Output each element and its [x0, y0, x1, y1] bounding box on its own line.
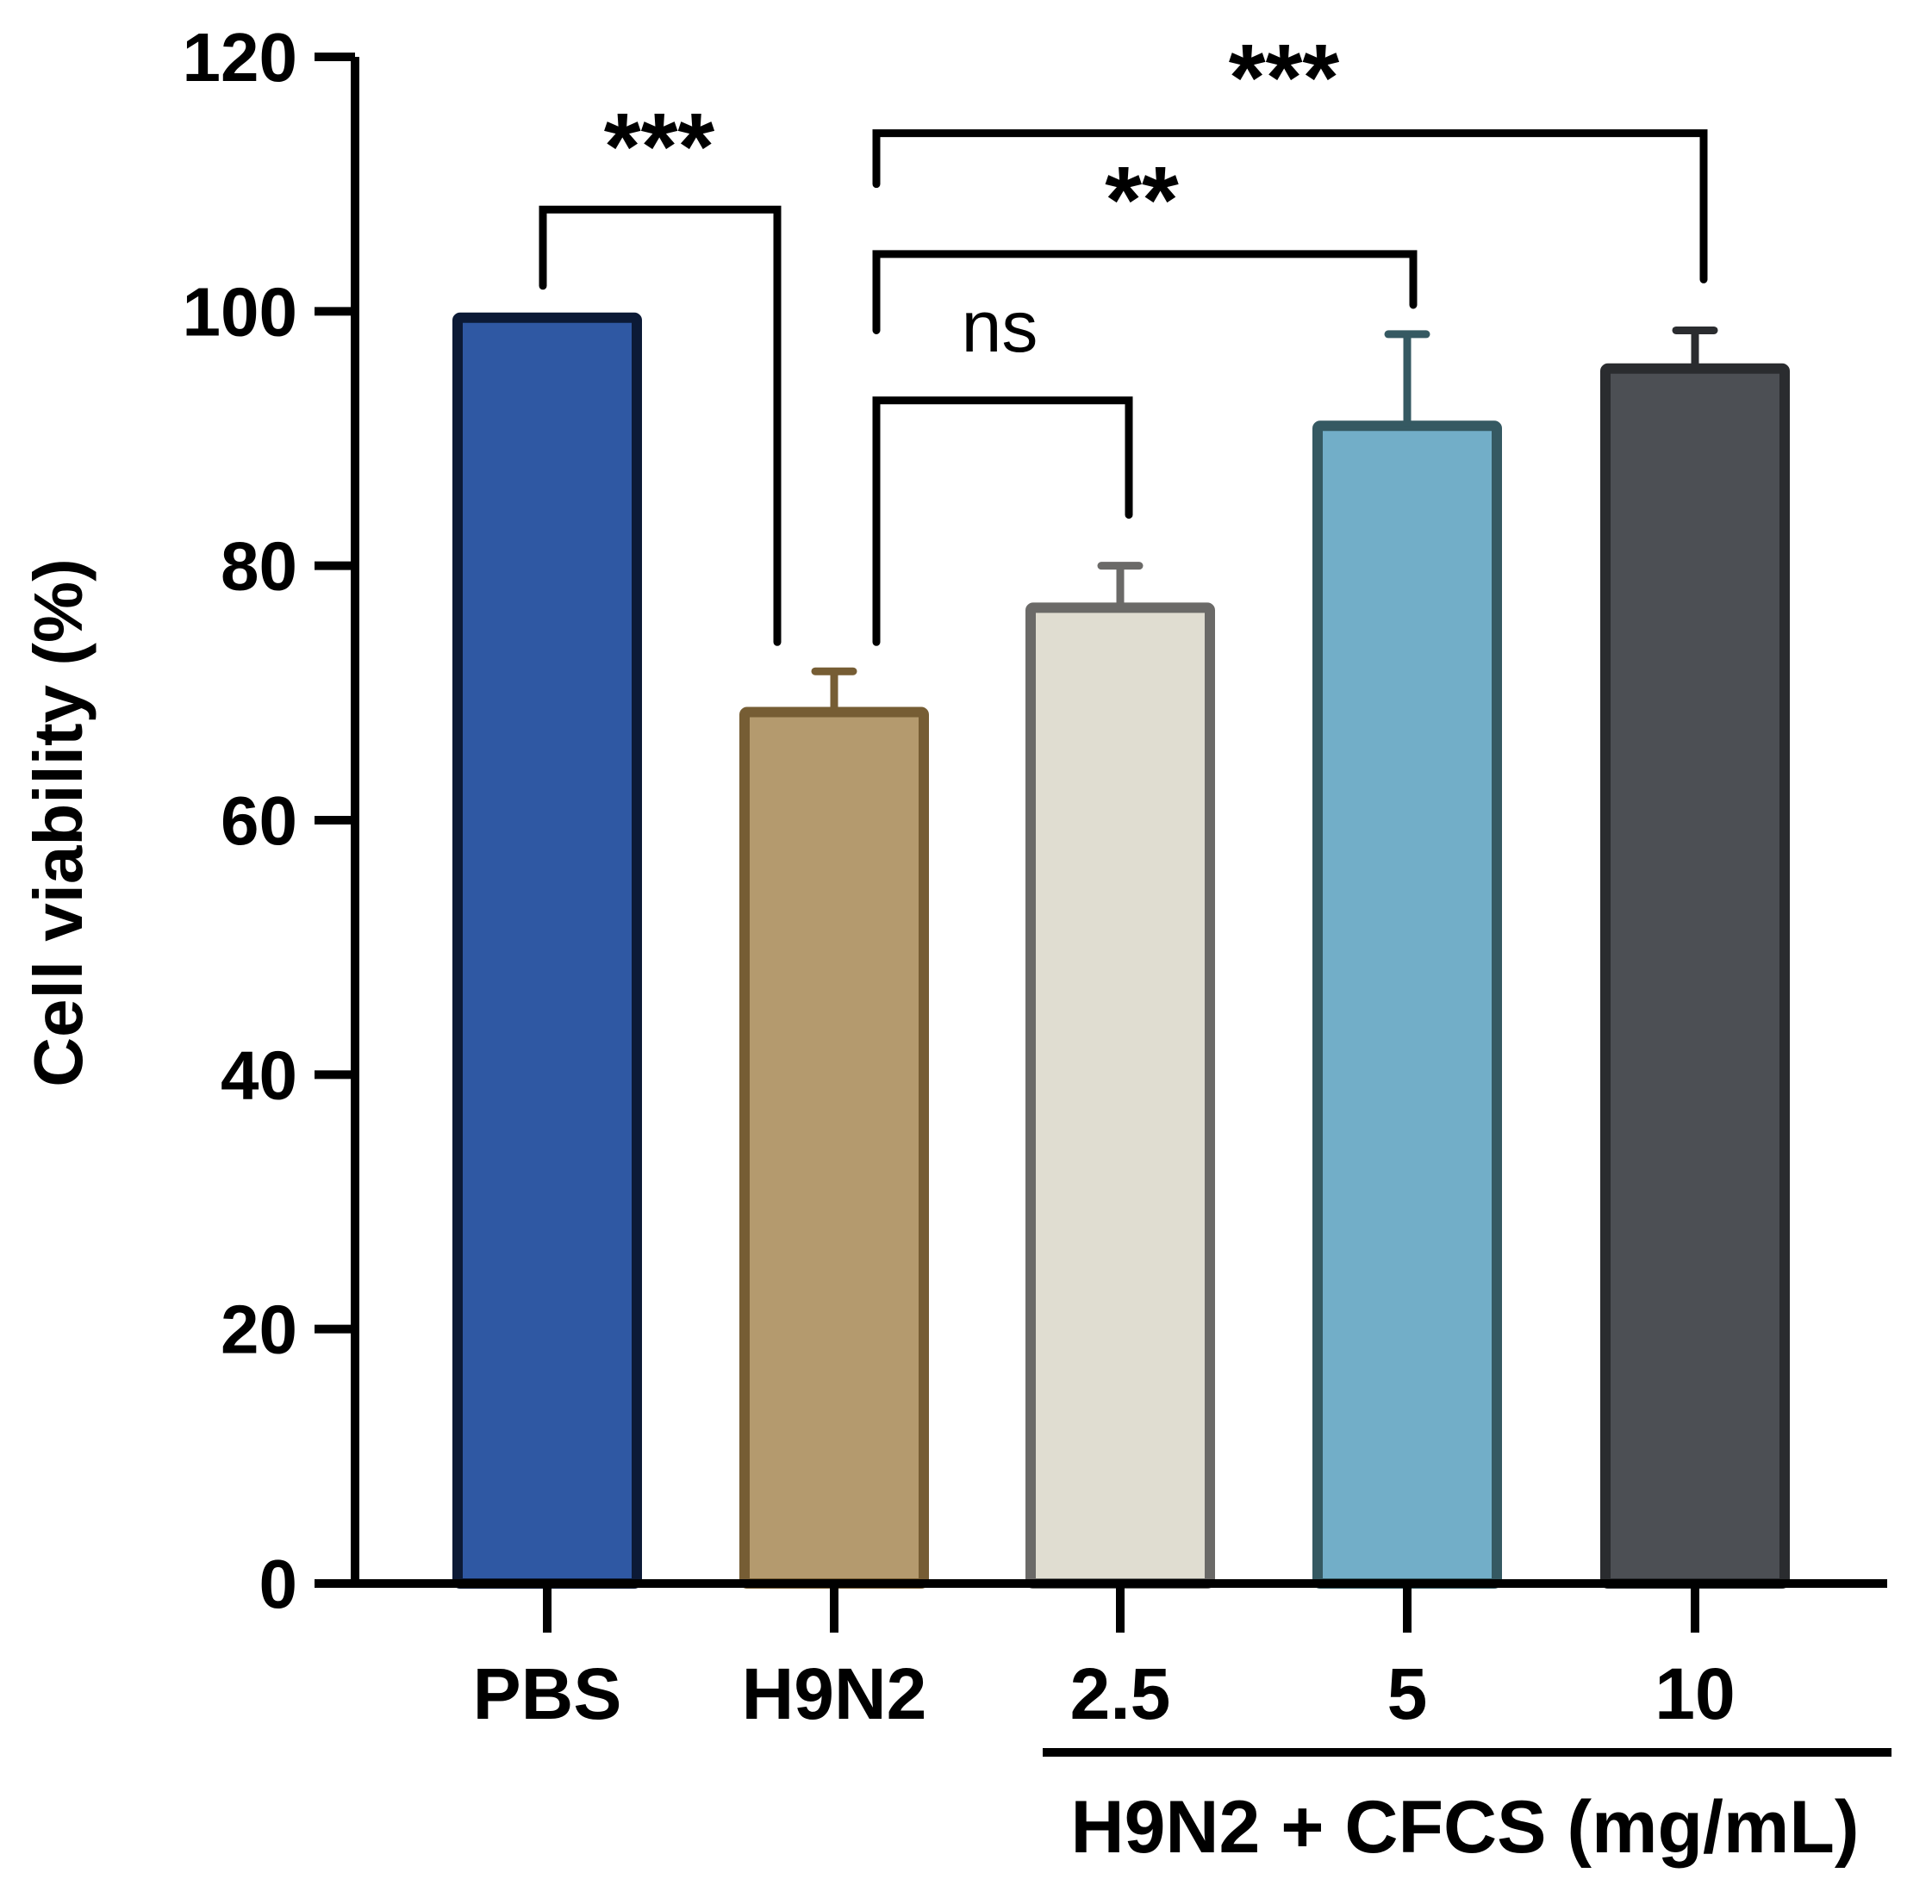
y-tick-label-120: 120 [183, 19, 297, 96]
x-tick-label-0: PBS [473, 1653, 622, 1734]
sig-label-3: *** [1229, 25, 1340, 131]
group-annotation: H9N2 + CFCS (mg/mL) [1043, 1748, 1891, 1869]
bars-layer [452, 312, 1790, 1590]
group-label: H9N2 + CFCS (mg/mL) [1070, 1786, 1859, 1869]
bar-3 [1312, 420, 1502, 1590]
sig-bracket-2 [872, 250, 1418, 334]
x-tick-label-4: 10 [1655, 1653, 1735, 1734]
bar-4 [1600, 363, 1790, 1589]
bar-0 [452, 312, 642, 1589]
sig-label-1: ns [962, 286, 1038, 367]
sig-bracket-3 [872, 129, 1708, 283]
x-tick-label-3: 5 [1387, 1653, 1428, 1734]
bar-1 [739, 706, 929, 1589]
significance-layer: ***ns***** [539, 25, 1708, 646]
y-tick-label-0: 0 [259, 1546, 298, 1622]
y-tick-label-60: 60 [221, 782, 297, 859]
y-tick-label-80: 80 [221, 528, 297, 605]
sig-label-2: ** [1105, 147, 1179, 253]
y-tick-label-40: 40 [221, 1036, 297, 1113]
bar-2 [1025, 602, 1215, 1590]
sig-bracket-1 [872, 396, 1133, 646]
x-tick-label-2: 2.5 [1070, 1653, 1171, 1734]
axes-layer: 0 20 40 60 80 100 120 PBS H9N2 2.5 5 10 [183, 19, 1887, 1734]
sig-label-0: *** [604, 94, 715, 200]
y-axis-title: Cell viability (%) [20, 558, 97, 1086]
x-tick-label-1: H9N2 [742, 1653, 927, 1734]
y-tick-label-100: 100 [183, 273, 297, 350]
error-bars-layer [811, 326, 1718, 712]
y-tick-label-20: 20 [221, 1291, 297, 1368]
sig-bracket-0 [539, 205, 782, 646]
